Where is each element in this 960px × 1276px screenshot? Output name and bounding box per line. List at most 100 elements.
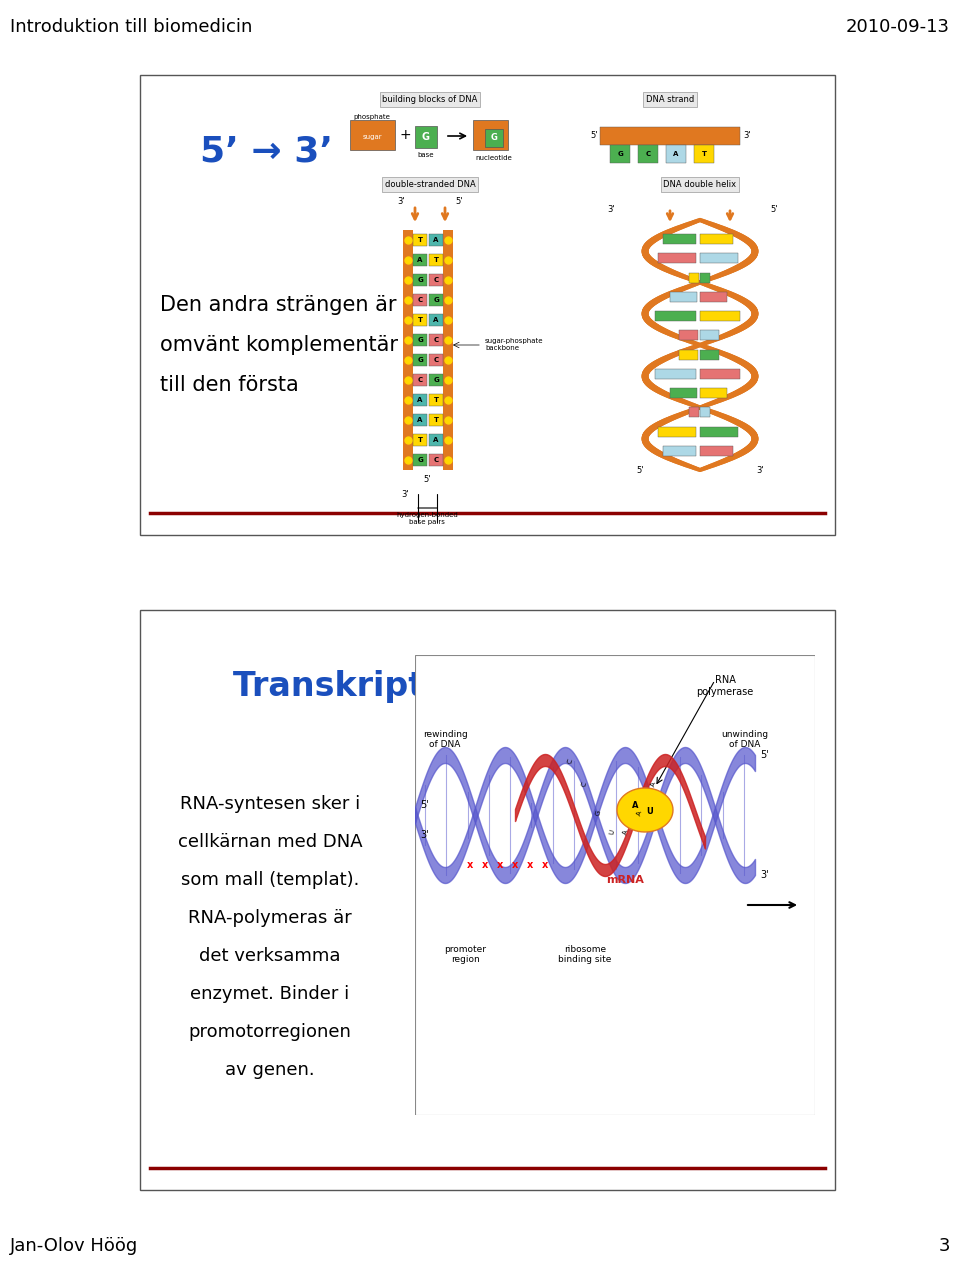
Bar (403, 230, 413, 470)
Text: mRNA: mRNA (606, 875, 644, 886)
Bar (658, 254, 696, 263)
Text: A: A (418, 417, 422, 424)
Text: U: U (609, 829, 615, 836)
Bar (429, 374, 443, 387)
Text: rewinding
of DNA: rewinding of DNA (422, 730, 468, 749)
Text: x: x (482, 860, 488, 870)
Bar (429, 413, 443, 426)
Bar (663, 235, 696, 244)
Text: double-stranded DNA: double-stranded DNA (385, 180, 475, 189)
Bar (413, 374, 427, 387)
Text: 3': 3' (743, 131, 751, 140)
Text: det verksamma: det verksamma (200, 947, 341, 965)
Text: 3': 3' (397, 198, 405, 207)
Bar (350, 120, 395, 151)
Bar (485, 129, 503, 147)
Text: A: A (622, 829, 630, 836)
Bar (700, 330, 719, 341)
Text: x: x (527, 860, 533, 870)
Bar (700, 426, 738, 436)
Bar (689, 273, 699, 283)
Text: A: A (418, 397, 422, 403)
Text: 3: 3 (939, 1236, 950, 1256)
Text: som mall (templat).: som mall (templat). (180, 872, 359, 889)
Text: C: C (418, 376, 422, 383)
Bar (658, 426, 696, 436)
Bar (413, 394, 427, 406)
Bar (413, 314, 427, 325)
Text: G: G (418, 357, 422, 362)
Text: cellkärnan med DNA: cellkärnan med DNA (178, 833, 362, 851)
Bar (700, 445, 733, 456)
Bar (663, 445, 696, 456)
Bar (638, 145, 658, 163)
Text: RNA-polymeras är: RNA-polymeras är (188, 909, 352, 926)
Bar (700, 292, 727, 302)
Text: promotorregionen: promotorregionen (188, 1023, 351, 1041)
Text: 5’ → 3’: 5’ → 3’ (200, 135, 333, 168)
Text: C: C (581, 782, 588, 787)
Text: A: A (433, 237, 439, 242)
Text: G: G (433, 297, 439, 302)
Text: A: A (433, 316, 439, 323)
Text: RNA syntesen: RNA syntesen (508, 750, 634, 768)
Bar (429, 353, 443, 366)
Bar (413, 454, 427, 466)
Text: +: + (399, 128, 411, 142)
Text: G: G (422, 131, 430, 142)
Text: building blocks of DNA: building blocks of DNA (382, 94, 478, 105)
Text: 3': 3' (756, 466, 764, 475)
Text: A: A (418, 256, 422, 263)
Text: 2010-09-13: 2010-09-13 (846, 18, 950, 36)
Text: G: G (433, 376, 439, 383)
Text: 5': 5' (770, 205, 778, 214)
Bar (679, 330, 698, 341)
Text: Jan-Olov Höög: Jan-Olov Höög (10, 1236, 138, 1256)
Text: A: A (636, 810, 643, 817)
Bar (429, 254, 443, 265)
Text: G: G (418, 277, 422, 283)
Text: T: T (434, 256, 439, 263)
Text: G: G (594, 810, 602, 817)
Bar (700, 254, 738, 263)
Text: 5': 5' (636, 466, 644, 475)
Text: A: A (632, 800, 638, 809)
Bar (656, 311, 696, 322)
Text: A: A (433, 436, 439, 443)
Text: 3': 3' (420, 829, 428, 840)
Text: phosphate: phosphate (353, 114, 391, 120)
Text: T: T (418, 316, 422, 323)
Polygon shape (617, 789, 673, 832)
Text: 3': 3' (608, 205, 615, 214)
Bar (473, 120, 508, 151)
Bar (700, 235, 733, 244)
Bar (140, 610, 835, 1191)
Text: ribosome
binding site: ribosome binding site (559, 946, 612, 965)
Text: A: A (673, 151, 679, 157)
Text: C: C (566, 758, 573, 764)
Text: x: x (467, 860, 473, 870)
Bar (429, 314, 443, 325)
Bar (443, 230, 453, 470)
Text: 5': 5' (760, 750, 769, 760)
Bar (413, 234, 427, 246)
Text: G: G (617, 151, 623, 157)
Bar (413, 353, 427, 366)
Text: 5': 5' (590, 131, 598, 140)
Text: T: T (418, 436, 422, 443)
Text: A: A (651, 782, 658, 787)
Text: C: C (433, 337, 439, 343)
Bar (429, 274, 443, 286)
Bar (700, 388, 727, 398)
Text: Introduktion till biomedicin: Introduktion till biomedicin (10, 18, 252, 36)
Text: Den andra strängen är: Den andra strängen är (160, 295, 396, 315)
Bar (140, 75, 835, 535)
Bar (700, 407, 709, 417)
Text: G: G (418, 457, 422, 463)
Bar (413, 254, 427, 265)
Text: DNA double helix: DNA double helix (663, 180, 736, 189)
Bar (700, 369, 740, 379)
Text: C: C (433, 357, 439, 362)
Bar (413, 293, 427, 306)
Text: 5': 5' (455, 198, 463, 207)
